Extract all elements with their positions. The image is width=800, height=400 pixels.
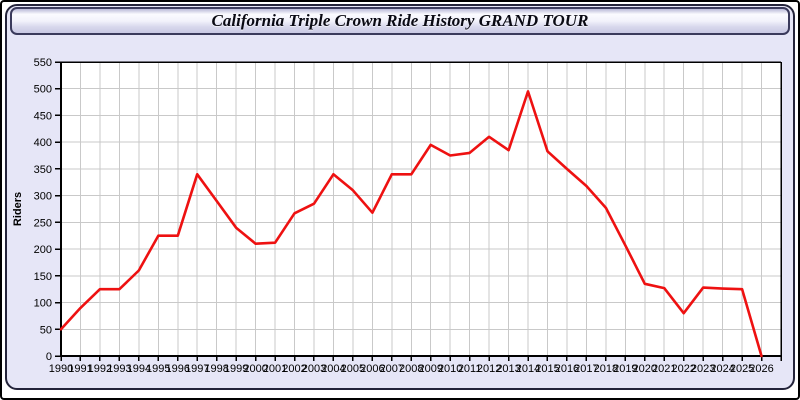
x-tick-label: 2022 — [671, 363, 695, 375]
y-axis-title: Riders — [12, 192, 24, 226]
data-line — [59, 90, 763, 358]
y-tick-label: 200 — [34, 244, 52, 256]
x-tick-label: 2015 — [535, 363, 559, 375]
x-tick-label: 2019 — [613, 363, 637, 375]
x-tick-label: 2012 — [477, 363, 501, 375]
x-tick-label: 2023 — [691, 363, 715, 375]
x-tick-label: 2014 — [516, 363, 540, 375]
x-tick-label: 1995 — [146, 363, 170, 375]
y-tick-label: 350 — [34, 164, 52, 176]
x-tick-label: 1990 — [49, 363, 73, 375]
x-tick-label: 2021 — [652, 363, 676, 375]
x-tick-label: 2007 — [380, 363, 404, 375]
y-tick-label: 0 — [46, 351, 52, 363]
x-tick-label: 2002 — [282, 363, 306, 375]
x-tick-label: 1996 — [166, 363, 190, 375]
x-tick-label: 2006 — [360, 363, 384, 375]
x-tick-label: 2020 — [633, 363, 657, 375]
x-tick-label: 2010 — [438, 363, 462, 375]
title-bar: California Triple Crown Ride History GRA… — [10, 7, 790, 35]
y-tick-label: 300 — [34, 191, 52, 203]
x-tick-label: 2026 — [749, 363, 773, 375]
riders-line-chart: 0501001502002503003504004505005501990199… — [12, 57, 782, 375]
y-tick-label: 100 — [34, 298, 52, 310]
x-tick-label: 1992 — [88, 363, 112, 375]
plot-area — [61, 62, 781, 356]
x-tick-label: 2016 — [555, 363, 579, 375]
x-tick-label: 1993 — [107, 363, 131, 375]
x-tick-label: 2017 — [574, 363, 598, 375]
y-tick-label: 150 — [34, 271, 52, 283]
x-tick-label: 1991 — [68, 363, 92, 375]
x-tick-label: 2011 — [458, 363, 482, 375]
page-title: California Triple Crown Ride History GRA… — [211, 11, 589, 30]
x-tick-label: 1998 — [204, 363, 228, 375]
y-tick-label: 50 — [40, 324, 52, 336]
y-tick-label: 550 — [34, 57, 52, 69]
x-tick-label: 2008 — [399, 363, 423, 375]
chart-panel: 0 50 100 150 200 250 300 350 400 450 500 550 1990 199… — [5, 4, 795, 390]
y-tick-label: 250 — [34, 217, 52, 229]
x-tick-label: 1997 — [185, 363, 209, 375]
y-tick-label: 500 — [34, 84, 52, 96]
y-tick-label: 400 — [34, 137, 52, 149]
x-tick-label: 1994 — [127, 363, 151, 375]
x-tick-label: 1999 — [224, 363, 248, 375]
x-tick-label: 2000 — [243, 363, 267, 375]
x-tick-label: 2025 — [730, 363, 754, 375]
y-tick-label: 450 — [34, 110, 52, 122]
x-tick-label: 2013 — [496, 363, 520, 375]
x-tick-label: 2018 — [594, 363, 618, 375]
x-tick-label: 2003 — [302, 363, 326, 375]
x-tick-label: 2009 — [418, 363, 442, 375]
x-tick-label: 2005 — [341, 363, 365, 375]
x-tick-label: 2001 — [263, 363, 287, 375]
x-tick-label: 2024 — [710, 363, 734, 375]
x-tick-label: 2004 — [321, 363, 345, 375]
